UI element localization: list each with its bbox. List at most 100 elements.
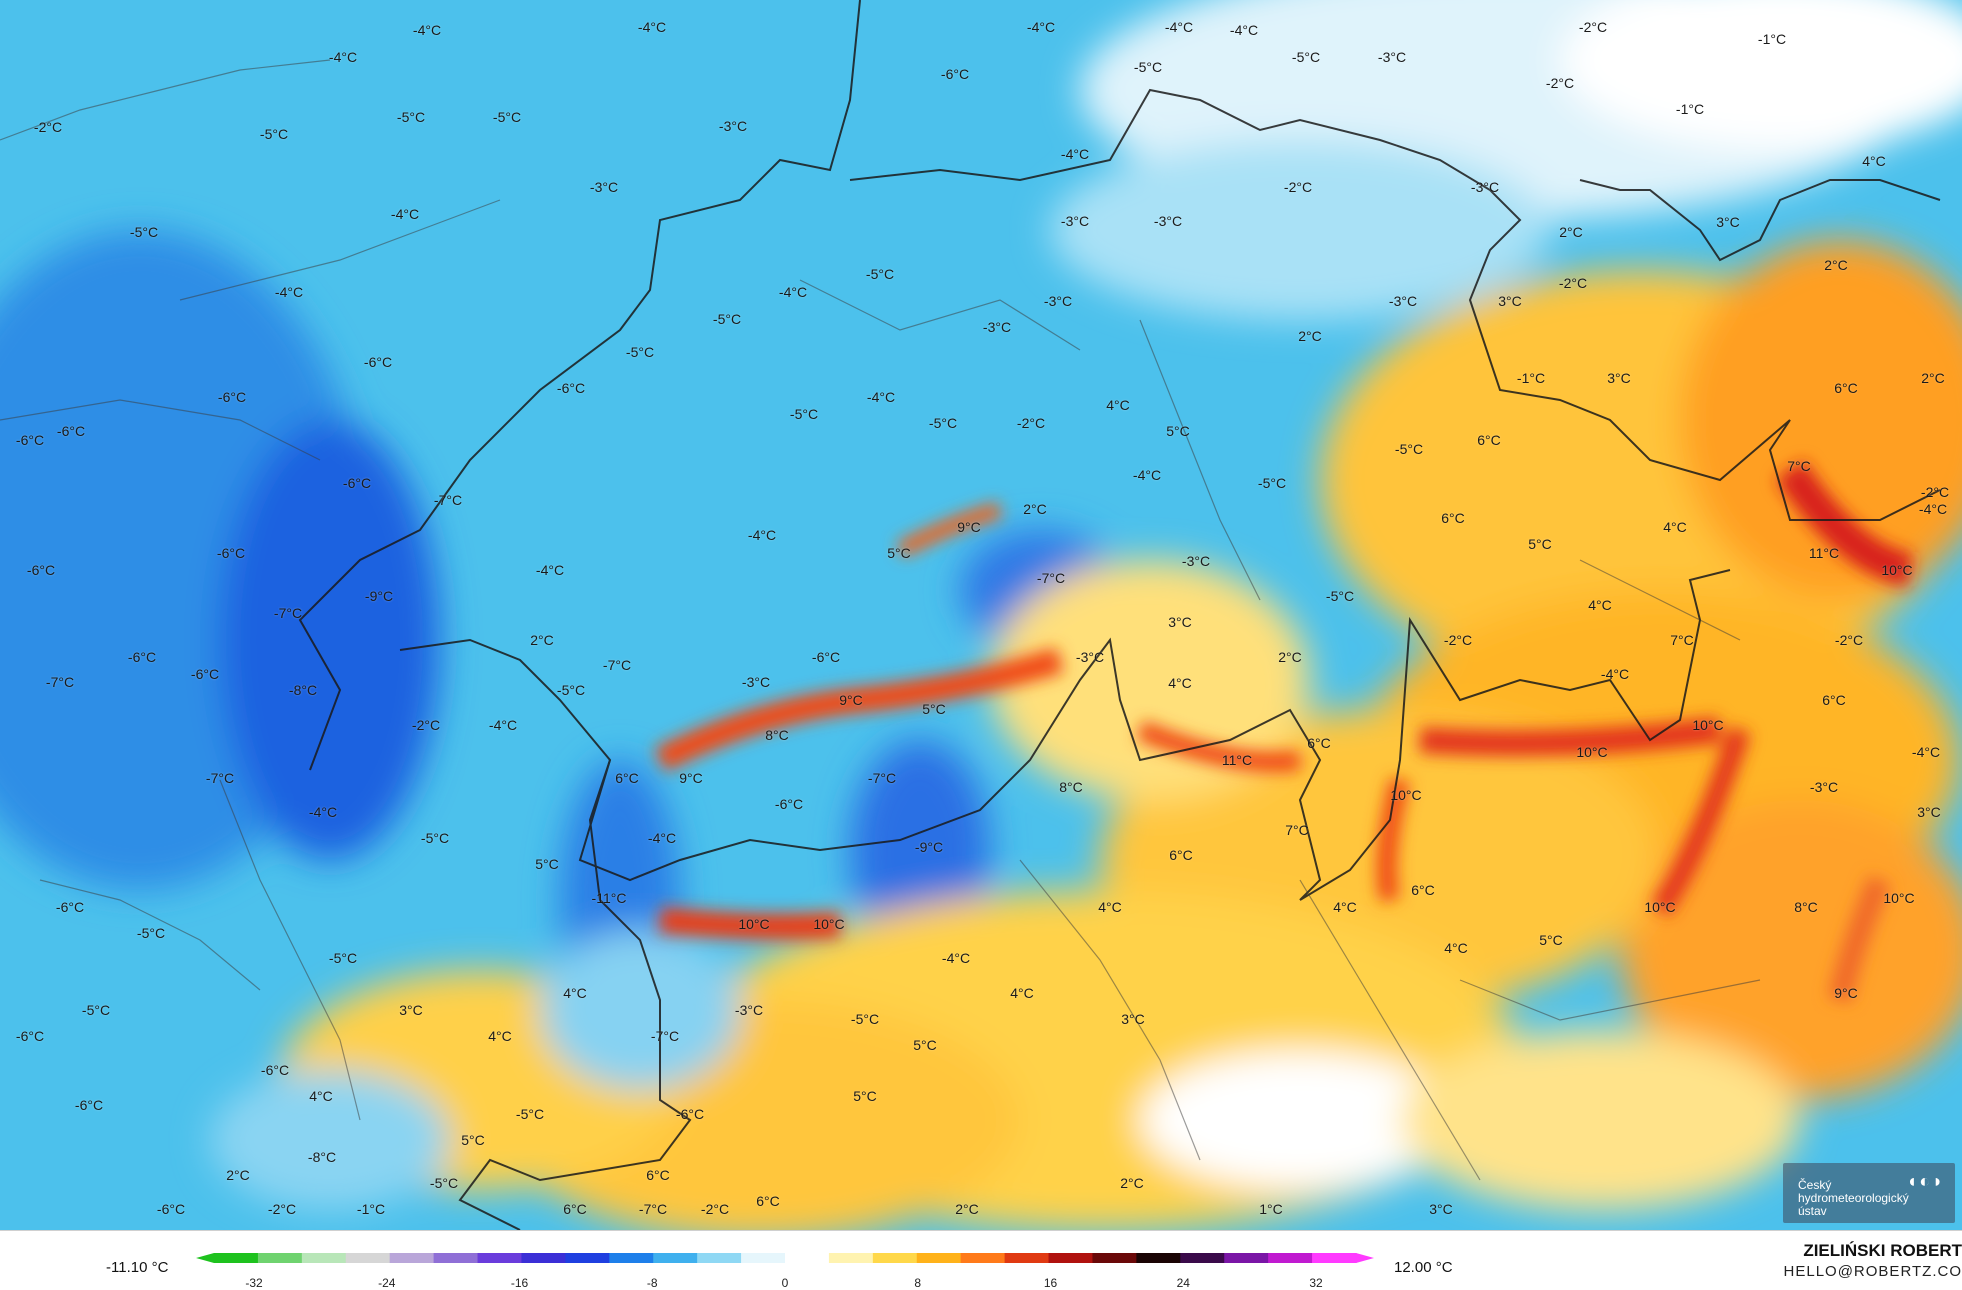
- temperature-label: -6°C: [127, 649, 157, 665]
- temperature-label: -5°C: [928, 415, 958, 431]
- temperature-label: 2°C: [1120, 1175, 1144, 1191]
- color-scale-step: [916, 1253, 962, 1263]
- temperature-label: -3°C: [1809, 779, 1839, 795]
- temperature-label: -2°C: [1443, 632, 1473, 648]
- temperature-label: -7°C: [273, 605, 303, 621]
- temperature-label: -11°C: [591, 890, 627, 906]
- temperature-label: -8°C: [307, 1149, 337, 1165]
- temperature-label: 4°C: [1663, 519, 1687, 535]
- author-email: HELLO@ROBERTZ.CO: [1783, 1263, 1962, 1280]
- temperature-label: 3°C: [1716, 214, 1740, 230]
- color-scale-tick: -8: [646, 1276, 658, 1290]
- temperature-label: 6°C: [1441, 510, 1465, 526]
- temperature-label: 2°C: [1921, 370, 1945, 386]
- temperature-label: -3°C: [589, 179, 619, 195]
- temperature-label: -4°C: [1600, 666, 1630, 682]
- temperature-zones: [0, 0, 1962, 1230]
- color-scale-step: [433, 1253, 479, 1263]
- color-scale-step: [1136, 1253, 1181, 1263]
- color-scale-step: [1224, 1253, 1269, 1263]
- temperature-label: 2°C: [1298, 328, 1322, 344]
- temperature-label: 4°C: [1098, 899, 1122, 915]
- temperature-label: -5°C: [1257, 475, 1287, 491]
- temperature-label: 4°C: [1010, 985, 1034, 1001]
- temperature-label: 6°C: [756, 1193, 780, 1209]
- temperature-label: -4°C: [1132, 467, 1162, 483]
- temperature-label: -5°C: [81, 1002, 111, 1018]
- color-scale-step: [301, 1253, 347, 1263]
- temperature-label: -5°C: [259, 126, 289, 142]
- temperature-map[interactable]: -2°C -4°C -4°C -4°C -4°C -4°C -4°C -2°C -1°C -6°C…: [0, 0, 1962, 1230]
- color-scale-tick: -32: [245, 1276, 263, 1290]
- temperature-label: -6°C: [342, 475, 372, 491]
- temperature-label: 6°C: [615, 770, 639, 786]
- color-scale-tick: -16: [510, 1276, 529, 1290]
- color-scale-step: [609, 1253, 654, 1263]
- temperature-label: -2°C: [1016, 415, 1046, 431]
- color-scale-step: [1048, 1253, 1094, 1263]
- temperature-label: -5°C: [850, 1011, 880, 1027]
- temperature-label: 5°C: [1528, 536, 1552, 552]
- temperature-label: -5°C: [712, 311, 742, 327]
- temperature-label: -3°C: [1470, 179, 1500, 195]
- temperature-label: 9°C: [957, 519, 981, 535]
- temperature-label: -4°C: [1164, 19, 1194, 35]
- temperature-label: -3°C: [718, 118, 748, 134]
- temperature-label: 2°C: [226, 1167, 250, 1183]
- temperature-label: -3°C: [1181, 553, 1211, 569]
- temperature-label: 10°C: [1883, 890, 1915, 906]
- color-scale-tick: 24: [1176, 1276, 1190, 1290]
- temperature-label: -3°C: [741, 674, 771, 690]
- temperature-label: -3°C: [982, 319, 1012, 335]
- chmi-logo-text: Český hydrometeorologický ústav: [1798, 1178, 1909, 1218]
- color-scale-step: [697, 1253, 742, 1263]
- color-scale-step: [345, 1253, 391, 1263]
- color-scale-tick: 16: [1043, 1276, 1058, 1290]
- color-scale-step: [521, 1253, 566, 1263]
- temperature-label: -1°C: [1757, 31, 1787, 47]
- temperature-label: 6°C: [563, 1201, 587, 1217]
- temperature-label: -3°C: [1153, 213, 1183, 229]
- temperature-label: 2°C: [1559, 224, 1583, 240]
- chmi-logo-mark: ◖◐◗: [1906, 1171, 1945, 1191]
- temperature-label: 6°C: [1822, 692, 1846, 708]
- temperature-label: -1°C: [1675, 101, 1705, 117]
- temperature-label: 3°C: [1607, 370, 1631, 386]
- temperature-label: 7°C: [1787, 458, 1811, 474]
- temperature-label: 2°C: [530, 632, 554, 648]
- temperature-label: -4°C: [941, 950, 971, 966]
- temperature-label: 7°C: [1285, 822, 1309, 838]
- temperature-label: 4°C: [1168, 675, 1192, 691]
- temperature-label: 5°C: [887, 545, 911, 561]
- temperature-label: -5°C: [129, 224, 159, 240]
- temperature-label: -4°C: [535, 562, 565, 578]
- temperature-label: -5°C: [789, 406, 819, 422]
- temperature-label: -2°C: [1834, 632, 1864, 648]
- color-scale-step: [828, 1253, 874, 1263]
- temperature-label: -4°C: [866, 389, 896, 405]
- region-lines: [0, 59, 1761, 1181]
- temperature-label: -6°C: [56, 423, 86, 439]
- legend-min-value: -11.10 °C: [106, 1259, 169, 1276]
- temperature-label: -4°C: [390, 206, 420, 222]
- temperature-label: 3°C: [1917, 804, 1941, 820]
- temperature-label: -2°C: [267, 1201, 297, 1217]
- temperature-label: 6°C: [1477, 432, 1501, 448]
- temperature-label: -1°C: [356, 1201, 386, 1217]
- temperature-label: 4°C: [1106, 397, 1130, 413]
- color-scale-step: [477, 1253, 523, 1263]
- temperature-label: -4°C: [747, 527, 777, 543]
- temperature-label: 5°C: [535, 856, 559, 872]
- temperature-label: -4°C: [1918, 501, 1948, 517]
- temperature-label: 11°C: [1221, 752, 1253, 768]
- temperature-label: -2°C: [1283, 179, 1313, 195]
- temperature-label: -4°C: [637, 19, 667, 35]
- temperature-label: 9°C: [839, 692, 863, 708]
- temperature-label: 2°C: [955, 1201, 979, 1217]
- temperature-label: 2°C: [1023, 501, 1047, 517]
- temperature-label: 6°C: [1169, 847, 1193, 863]
- temperature-label: -2°C: [700, 1201, 730, 1217]
- temperature-label: -5°C: [396, 109, 426, 125]
- temperature-label: 6°C: [646, 1167, 670, 1183]
- temperature-label: -5°C: [420, 830, 450, 846]
